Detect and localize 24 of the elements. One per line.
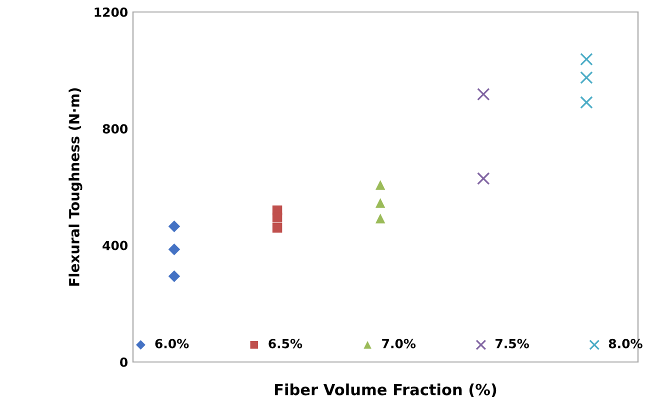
legend-label: 7.5% (496, 338, 529, 348)
point (272, 212, 282, 222)
point (477, 172, 490, 185)
legend-label: 7.0% (382, 338, 416, 348)
y-tick-label: 400 (102, 240, 128, 250)
y-tick-label: 1200 (94, 7, 128, 17)
y-tick-label: 800 (102, 124, 128, 134)
point (272, 222, 282, 233)
point (580, 71, 593, 84)
y-axis-title: Flexural Toughness (N·m) (68, 88, 82, 286)
y-tick-label: 0 (120, 357, 128, 367)
point (168, 220, 180, 232)
point (375, 214, 386, 224)
point (580, 96, 593, 109)
x-axis-title: Fiber Volume Fraction (%) (274, 384, 496, 397)
legend-label: 6.0% (155, 338, 189, 348)
point (375, 198, 386, 208)
legend-label: 8.0% (608, 338, 642, 348)
legend-label: 6.5% (268, 338, 302, 348)
point (168, 270, 180, 282)
point (580, 52, 593, 66)
point (168, 244, 180, 256)
point (375, 180, 386, 190)
point (477, 88, 490, 101)
